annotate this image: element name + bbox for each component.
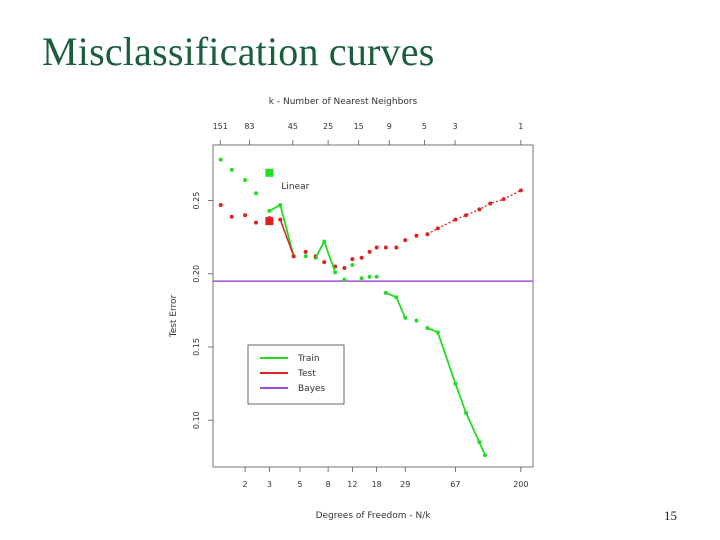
test-point bbox=[218, 203, 223, 208]
test-point bbox=[342, 265, 347, 270]
x-tick-label: 8 bbox=[326, 480, 331, 489]
test-point bbox=[322, 260, 327, 265]
x-tick-label: 2 bbox=[243, 480, 248, 489]
y-axis-label: Test Error bbox=[169, 294, 179, 338]
train-point bbox=[243, 178, 248, 183]
test-point bbox=[350, 257, 355, 262]
test-segment bbox=[279, 219, 295, 257]
x2-tick-label: 83 bbox=[244, 122, 254, 131]
test-point bbox=[243, 213, 248, 218]
legend-label-test: Test bbox=[297, 369, 316, 379]
train-point bbox=[218, 157, 223, 162]
x2-tick-label: 15 bbox=[354, 122, 364, 131]
test-linear-marker bbox=[265, 217, 274, 226]
x-tick-label: 29 bbox=[400, 480, 410, 489]
x2-tick-label: 45 bbox=[288, 122, 298, 131]
x2-tick-label: 25 bbox=[323, 122, 333, 131]
x-axis-label: Degrees of Freedom - N/k bbox=[316, 511, 432, 521]
test-point bbox=[394, 245, 399, 250]
test-segment bbox=[427, 189, 522, 235]
x2-tick-label: 5 bbox=[422, 122, 427, 131]
train-point bbox=[367, 274, 372, 279]
page-number: 15 bbox=[664, 508, 677, 523]
x-tick-label: 12 bbox=[347, 480, 357, 489]
train-point bbox=[254, 191, 259, 196]
test-point bbox=[367, 249, 372, 254]
legend-box bbox=[247, 344, 345, 405]
y-tick-label: 0.10 bbox=[192, 411, 201, 429]
test-point bbox=[414, 233, 419, 238]
legend-label-train: Train bbox=[297, 354, 320, 364]
train-point bbox=[303, 254, 308, 259]
x-tick-label: 5 bbox=[297, 480, 302, 489]
train-segment bbox=[268, 203, 295, 257]
test-point bbox=[383, 245, 388, 250]
x2-tick-label: 1 bbox=[518, 122, 523, 131]
train-point bbox=[359, 276, 364, 281]
test-point bbox=[359, 255, 364, 260]
test-point bbox=[254, 220, 259, 225]
x-tick-label: 67 bbox=[450, 480, 460, 489]
x2-tick-label: 151 bbox=[213, 122, 228, 131]
slide-title: Misclassification curves bbox=[42, 29, 435, 74]
y-tick-label: 0.15 bbox=[192, 338, 201, 356]
test-point bbox=[374, 245, 379, 250]
train-linear-marker bbox=[265, 168, 274, 177]
x-tick-label: 3 bbox=[267, 480, 272, 489]
test-point bbox=[229, 214, 234, 219]
test-point bbox=[303, 249, 308, 254]
train-segment bbox=[314, 239, 337, 273]
train-point bbox=[229, 167, 234, 172]
linear-label: Linear bbox=[281, 182, 309, 192]
train-point bbox=[350, 263, 355, 268]
train-point bbox=[342, 277, 347, 282]
train-segment bbox=[385, 291, 407, 319]
train-point bbox=[414, 318, 419, 323]
x-tick-label: 200 bbox=[513, 480, 528, 489]
train-segment bbox=[427, 327, 486, 456]
test-point bbox=[403, 238, 408, 243]
y-tick-label: 0.25 bbox=[192, 192, 201, 210]
train-point bbox=[374, 274, 379, 279]
test-point bbox=[518, 188, 523, 193]
x2-axis-label: k - Number of Nearest Neighbors bbox=[269, 97, 418, 107]
legend-label-bayes: Bayes bbox=[298, 384, 326, 394]
x-tick-label: 18 bbox=[372, 480, 382, 489]
x2-tick-label: 3 bbox=[453, 122, 458, 131]
plot-frame bbox=[212, 144, 534, 468]
x2-tick-label: 9 bbox=[387, 122, 392, 131]
y-tick-label: 0.20 bbox=[192, 265, 201, 283]
